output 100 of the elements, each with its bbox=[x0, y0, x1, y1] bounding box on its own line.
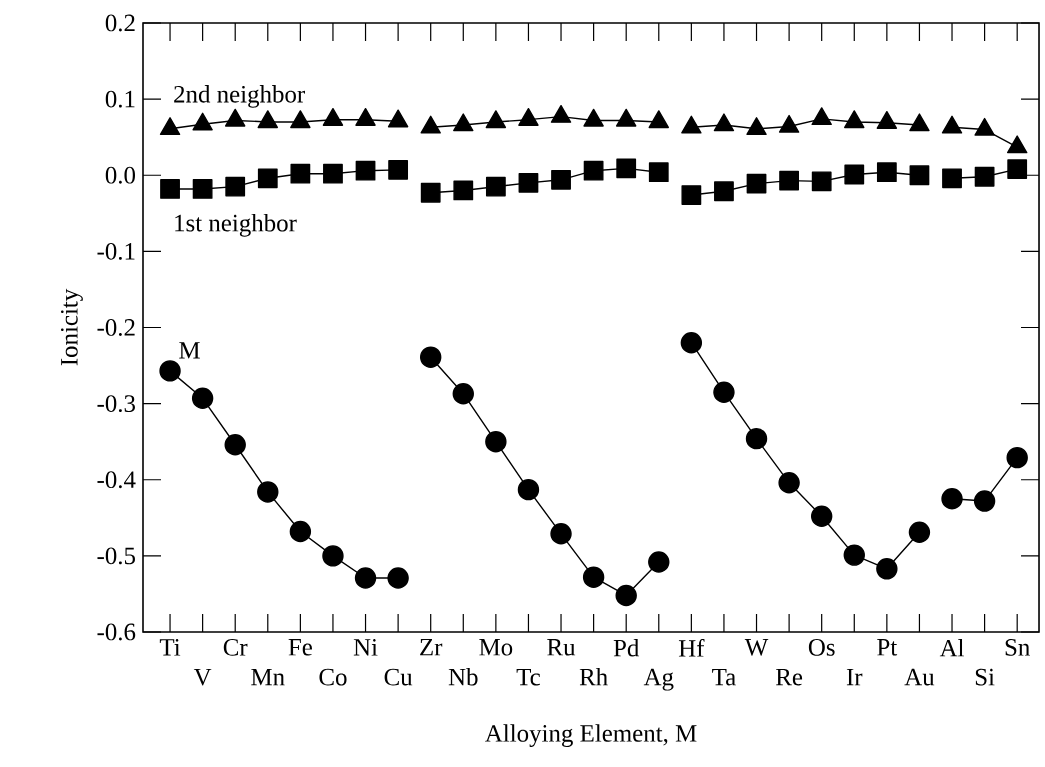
series-label: 1st neighbor bbox=[175, 213, 297, 237]
point bbox=[355, 107, 376, 126]
y-tick-label: -0.1 bbox=[97, 242, 135, 260]
y-tick-label: 0.1 bbox=[105, 90, 135, 108]
point bbox=[290, 163, 311, 184]
point bbox=[257, 168, 278, 189]
x-tick-label: Au bbox=[904, 668, 935, 686]
x-tick-label: W bbox=[744, 639, 769, 656]
point bbox=[582, 566, 605, 588]
point bbox=[1007, 159, 1028, 180]
x-tick-label: Mn bbox=[251, 668, 285, 686]
point bbox=[680, 332, 703, 354]
point bbox=[942, 168, 962, 189]
y-tick-label: -0.3 bbox=[97, 395, 135, 413]
x-tick-label: Zr bbox=[420, 639, 443, 656]
x-tick-label: Os bbox=[808, 639, 835, 656]
y-tick-label: -0.6 bbox=[97, 623, 136, 641]
legend-label: 2nd neighbor bbox=[174, 85, 305, 108]
point bbox=[289, 520, 312, 543]
point bbox=[844, 110, 865, 129]
point bbox=[778, 472, 800, 494]
point bbox=[453, 113, 474, 132]
point bbox=[681, 185, 702, 205]
point bbox=[973, 490, 996, 512]
point bbox=[909, 113, 930, 132]
x-tick-label: Mo bbox=[479, 639, 513, 656]
point bbox=[485, 110, 507, 129]
point bbox=[876, 558, 898, 580]
point bbox=[387, 567, 409, 589]
x-axis-title: Alloying Element, M bbox=[485, 724, 697, 747]
y-tick-label: -0.4 bbox=[97, 471, 136, 489]
x-tick-label: Al bbox=[939, 639, 964, 657]
point bbox=[420, 182, 441, 203]
point bbox=[257, 481, 279, 503]
point bbox=[648, 162, 669, 183]
point bbox=[518, 107, 539, 126]
point bbox=[778, 114, 800, 133]
x-tick-label: Pt bbox=[877, 639, 898, 656]
x-tick-label: Cu bbox=[384, 668, 413, 686]
point bbox=[909, 165, 930, 186]
point bbox=[290, 110, 311, 129]
x-tick-label: Ti bbox=[159, 639, 181, 656]
y-axis-title: Ionicity bbox=[60, 288, 83, 366]
x-tick-label: Cr bbox=[223, 639, 248, 656]
point bbox=[615, 108, 637, 127]
x-tick-label: Si bbox=[975, 668, 995, 686]
point bbox=[810, 505, 833, 527]
x-tick-label: Sn bbox=[1005, 639, 1030, 656]
point bbox=[518, 172, 539, 193]
point bbox=[453, 180, 474, 201]
x-tick-label: Ta bbox=[712, 668, 736, 686]
y-tick-label: -0.2 bbox=[97, 319, 135, 336]
y-tick-label: 0.0 bbox=[105, 166, 136, 184]
point bbox=[779, 170, 800, 191]
point bbox=[192, 112, 213, 131]
point bbox=[192, 179, 213, 199]
point bbox=[811, 171, 832, 192]
point bbox=[648, 551, 670, 573]
point bbox=[322, 107, 344, 126]
point bbox=[322, 545, 344, 567]
x-tick-label: Tc bbox=[516, 668, 540, 686]
point bbox=[681, 115, 702, 134]
point bbox=[974, 166, 995, 187]
y-tick-label: -0.5 bbox=[97, 547, 135, 565]
point bbox=[388, 160, 409, 180]
point bbox=[615, 584, 637, 607]
point bbox=[354, 567, 377, 589]
point bbox=[420, 115, 441, 134]
point bbox=[713, 381, 735, 403]
x-tick-label: Re bbox=[775, 668, 803, 686]
point bbox=[191, 387, 214, 409]
point bbox=[974, 117, 995, 136]
point bbox=[355, 160, 376, 181]
x-tick-label: Hf bbox=[678, 639, 705, 657]
point bbox=[420, 346, 442, 368]
point bbox=[876, 111, 898, 129]
point bbox=[876, 162, 897, 183]
point bbox=[843, 544, 865, 566]
point bbox=[714, 181, 734, 202]
y-tick-label: 0.2 bbox=[105, 14, 135, 32]
point bbox=[160, 179, 180, 199]
point bbox=[583, 108, 604, 127]
x-tick-label: Ru bbox=[547, 639, 576, 656]
point bbox=[225, 176, 246, 197]
point bbox=[224, 108, 246, 127]
point bbox=[713, 113, 735, 132]
x-tick-label: Co bbox=[319, 668, 347, 686]
point bbox=[1006, 135, 1028, 154]
point bbox=[550, 104, 572, 123]
point bbox=[387, 109, 409, 128]
point bbox=[648, 110, 669, 129]
point bbox=[452, 383, 474, 405]
point bbox=[811, 107, 832, 126]
point bbox=[159, 360, 181, 382]
point bbox=[551, 169, 571, 190]
x-tick-label: Ag bbox=[643, 668, 674, 691]
point bbox=[746, 117, 767, 136]
point bbox=[745, 427, 768, 450]
point bbox=[323, 163, 343, 184]
point bbox=[844, 164, 865, 185]
